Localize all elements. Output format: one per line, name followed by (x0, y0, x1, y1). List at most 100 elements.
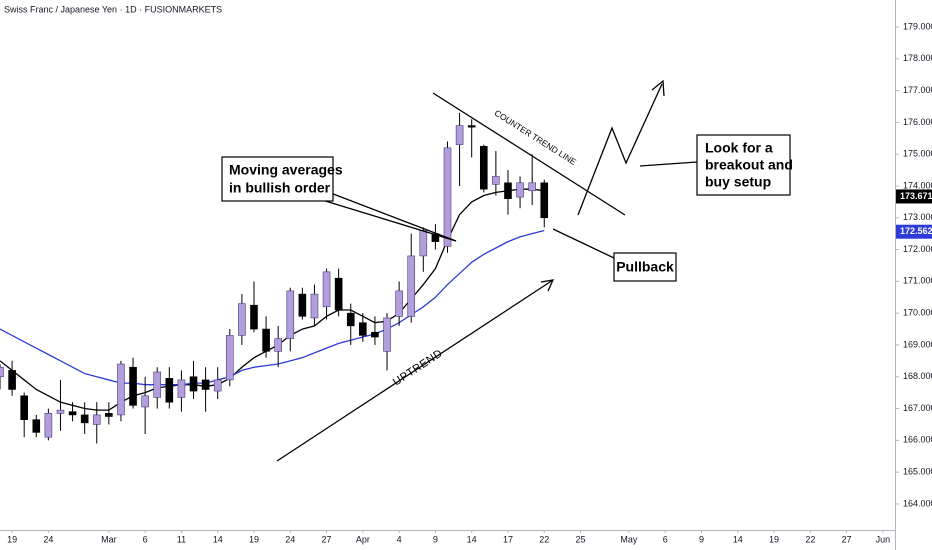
x-tick-label: Jun (876, 534, 891, 544)
candle-body (371, 331, 379, 338)
candle-body (395, 290, 403, 317)
candle-body (504, 182, 512, 200)
y-tick-label: 176.000 (903, 117, 932, 127)
moving-average (0, 229, 545, 386)
y-tick-label: 174.000 (903, 180, 932, 190)
y-tick-label: 167.000 (903, 403, 932, 413)
candle-body (455, 125, 464, 145)
x-tick-label: 14 (213, 534, 223, 544)
pointer (639, 161, 698, 167)
x-tick-label: 11 (177, 534, 186, 544)
pointer (552, 228, 615, 259)
x-tick-label: 17 (503, 534, 513, 544)
breakout-arrow (577, 83, 663, 216)
candle-body (467, 125, 476, 128)
candle-body (528, 182, 536, 192)
candle-body (479, 145, 488, 190)
candle-body (225, 335, 234, 381)
note-box (221, 156, 334, 202)
x-tick-label: Apr (356, 534, 370, 544)
note-text: Pullback (616, 259, 674, 275)
candle-body (262, 328, 270, 352)
chart-title: Swiss Franc / Japanese Yen · 1D · FUSION… (4, 4, 222, 14)
candle-body (92, 414, 101, 425)
x-tick-label: 14 (733, 534, 743, 544)
y-tick-label: 177.000 (903, 85, 932, 95)
price-label-bg (896, 224, 932, 239)
candle-body (153, 371, 162, 398)
plot (0, 112, 549, 444)
price-label-bg (896, 189, 932, 204)
moving-average (0, 188, 545, 411)
candle-body (383, 317, 391, 352)
y-tick-label: 168.000 (903, 371, 932, 381)
candle-body (274, 338, 282, 352)
candle-body (68, 411, 77, 416)
candle-body (213, 379, 222, 392)
pointer (327, 191, 457, 242)
candle-body (238, 303, 246, 336)
x-tick-label: 9 (699, 534, 704, 544)
x-tick-label: 19 (7, 534, 17, 544)
candle-body (443, 147, 452, 247)
candle-body (44, 413, 53, 438)
candle-body (286, 290, 295, 339)
arrow-head (540, 279, 555, 292)
x-tick-label: 22 (805, 534, 815, 544)
x-tick-label: 6 (663, 534, 668, 544)
price-label: 172.562 (900, 226, 932, 236)
note-text: breakout and (705, 157, 793, 173)
x-tick-label: 19 (769, 534, 779, 544)
candle-body (105, 413, 113, 417)
y-tick-label: 164.000 (903, 498, 932, 508)
candle-body (20, 395, 28, 420)
candle-body (334, 277, 343, 311)
candle-body (359, 322, 367, 336)
candle-body (492, 176, 500, 185)
note-text: Look for a (705, 140, 773, 156)
candle-body (0, 366, 4, 378)
candle-body (322, 271, 331, 308)
x-tick-label: 14 (467, 534, 477, 544)
y-tick-label: 172.000 (903, 244, 932, 254)
x-tick-label: May (620, 534, 638, 544)
candle-body (129, 366, 137, 406)
note-box (613, 252, 677, 282)
x-tick-label: 27 (322, 534, 332, 544)
pointer (321, 199, 457, 242)
x-tick-label: Mar (101, 534, 117, 544)
arrow-head (651, 79, 665, 97)
candle-body (419, 230, 428, 257)
y-tick-label: 171.000 (903, 276, 932, 286)
x-tick-label: 22 (539, 534, 549, 544)
candle-body (516, 182, 524, 198)
candle-body (250, 304, 258, 330)
candle-body (189, 376, 198, 392)
candle-body (407, 255, 416, 317)
x-tick-label: 24 (285, 534, 295, 544)
y-tick-label: 169.000 (903, 339, 932, 349)
uptrend-arrow (276, 279, 554, 462)
candle-body (177, 379, 186, 398)
counter-trend-line (432, 92, 626, 216)
candle-body (56, 409, 65, 414)
note-box (696, 134, 791, 196)
candle-body (346, 312, 355, 327)
x-tick-label: 4 (397, 534, 402, 544)
note-text: in bullish order (229, 180, 331, 196)
candle-body (310, 293, 319, 319)
y-tick-label: 179.000 (903, 21, 932, 31)
y-tick-label: 170.000 (903, 308, 932, 318)
candle-body (80, 414, 89, 424)
candle-body (141, 395, 149, 408)
note-text: buy setup (705, 174, 771, 190)
candle-body (165, 378, 174, 403)
x-tick-label: 27 (842, 534, 852, 544)
x-tick-label: 9 (433, 534, 438, 544)
note-text: Moving averages (229, 162, 343, 178)
x-tick-label: 24 (43, 534, 53, 544)
x-tick-label: 6 (143, 534, 148, 544)
candle-body (32, 419, 41, 433)
